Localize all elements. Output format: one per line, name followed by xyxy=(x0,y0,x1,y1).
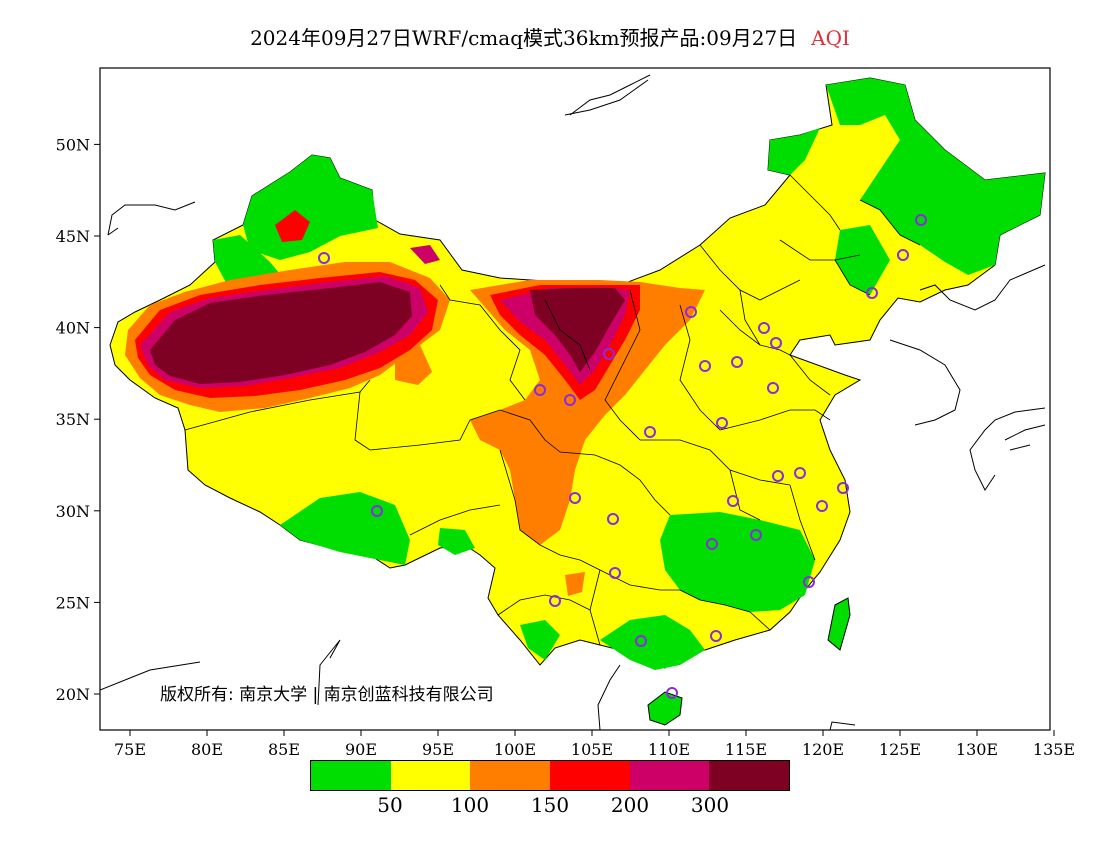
lon-tick-label: 95E xyxy=(422,740,454,759)
lat-tick-label: 50N xyxy=(56,135,90,154)
station-markers xyxy=(318,214,927,699)
city-station-marker xyxy=(371,505,383,517)
city-station-marker xyxy=(534,384,546,396)
lat-tick-label: 30N xyxy=(56,502,90,521)
city-station-marker xyxy=(772,470,784,482)
city-station-marker xyxy=(603,348,615,360)
legend-label: 100 xyxy=(450,793,490,817)
legend-label: 150 xyxy=(530,793,570,817)
legend-label: 50 xyxy=(377,793,403,817)
legend-swatch xyxy=(629,761,710,790)
lon-tick-label: 120E xyxy=(802,740,844,759)
city-station-marker xyxy=(710,630,722,642)
city-station-marker xyxy=(569,492,581,504)
legend-swatch xyxy=(390,761,471,790)
map-frame xyxy=(99,67,1051,731)
legend-label: 300 xyxy=(690,793,730,817)
city-station-marker xyxy=(915,214,927,226)
title-text: 2024年09月27日WRF/cmaq模式36km预报产品:09月27日 xyxy=(250,26,798,50)
legend-swatch xyxy=(709,761,790,790)
city-station-marker xyxy=(699,360,711,372)
city-station-marker xyxy=(716,417,728,429)
lon-tick-label: 90E xyxy=(345,740,377,759)
lat-tick-label: 25N xyxy=(56,593,90,612)
latitude-axis: 20N 25N 30N 35N 40N 45N 50N xyxy=(56,135,100,704)
province-boundaries xyxy=(184,174,921,646)
lat-tick-label: 45N xyxy=(56,227,90,246)
city-station-marker xyxy=(644,426,656,438)
city-station-marker xyxy=(770,337,782,349)
title-variable: AQI xyxy=(811,26,850,50)
city-station-marker xyxy=(750,529,762,541)
copyright-text: 版权所有: 南京大学 | 南京创蓝科技有限公司 xyxy=(160,685,494,705)
city-station-marker xyxy=(607,513,619,525)
lon-tick-label: 115E xyxy=(725,740,767,759)
hainan-island xyxy=(647,691,683,726)
city-station-marker xyxy=(816,500,828,512)
good-regions xyxy=(213,78,1045,670)
lon-tick-label: 125E xyxy=(879,740,921,759)
city-station-marker xyxy=(866,287,878,299)
color-legend xyxy=(310,760,790,791)
city-station-marker xyxy=(666,687,678,699)
legend-swatch xyxy=(470,761,551,790)
longitude-axis: 75E 80E 85E 90E 95E 100E 105E 110E 115E 120E 125E 1… xyxy=(114,730,1075,759)
city-station-marker xyxy=(758,322,770,334)
city-station-marker xyxy=(767,382,779,394)
city-station-marker xyxy=(635,635,647,647)
city-station-marker xyxy=(794,467,806,479)
city-station-marker xyxy=(803,576,815,588)
lon-tick-label: 110E xyxy=(648,740,690,759)
lon-tick-label: 105E xyxy=(571,740,613,759)
city-station-marker xyxy=(706,538,718,550)
taiwan-island xyxy=(827,597,851,651)
city-station-marker xyxy=(685,306,697,318)
city-station-marker xyxy=(837,482,849,494)
legend-swatch xyxy=(311,761,391,790)
city-station-marker xyxy=(564,394,576,406)
lon-tick-label: 135E xyxy=(1033,740,1075,759)
lon-tick-label: 85E xyxy=(268,740,300,759)
legend-label: 200 xyxy=(610,793,650,817)
city-station-marker xyxy=(727,495,739,507)
city-station-marker xyxy=(731,356,743,368)
city-station-marker xyxy=(549,595,561,607)
legend-swatch xyxy=(550,761,630,790)
lon-tick-label: 130E xyxy=(956,740,998,759)
city-station-marker xyxy=(318,252,330,264)
map-title: 2024年09月27日WRF/cmaq模式36km预报产品:09月27日 AQI xyxy=(0,22,1100,51)
coastlines xyxy=(100,74,1046,730)
lat-tick-label: 20N xyxy=(56,685,90,704)
lat-tick-label: 35N xyxy=(56,410,90,429)
lon-tick-label: 80E xyxy=(191,740,223,759)
lat-tick-label: 40N xyxy=(56,319,90,338)
city-station-marker xyxy=(897,249,909,261)
lon-tick-label: 100E xyxy=(494,740,536,759)
hazardous-regions xyxy=(150,282,625,384)
city-station-marker xyxy=(609,567,621,579)
lon-tick-label: 75E xyxy=(114,740,146,759)
